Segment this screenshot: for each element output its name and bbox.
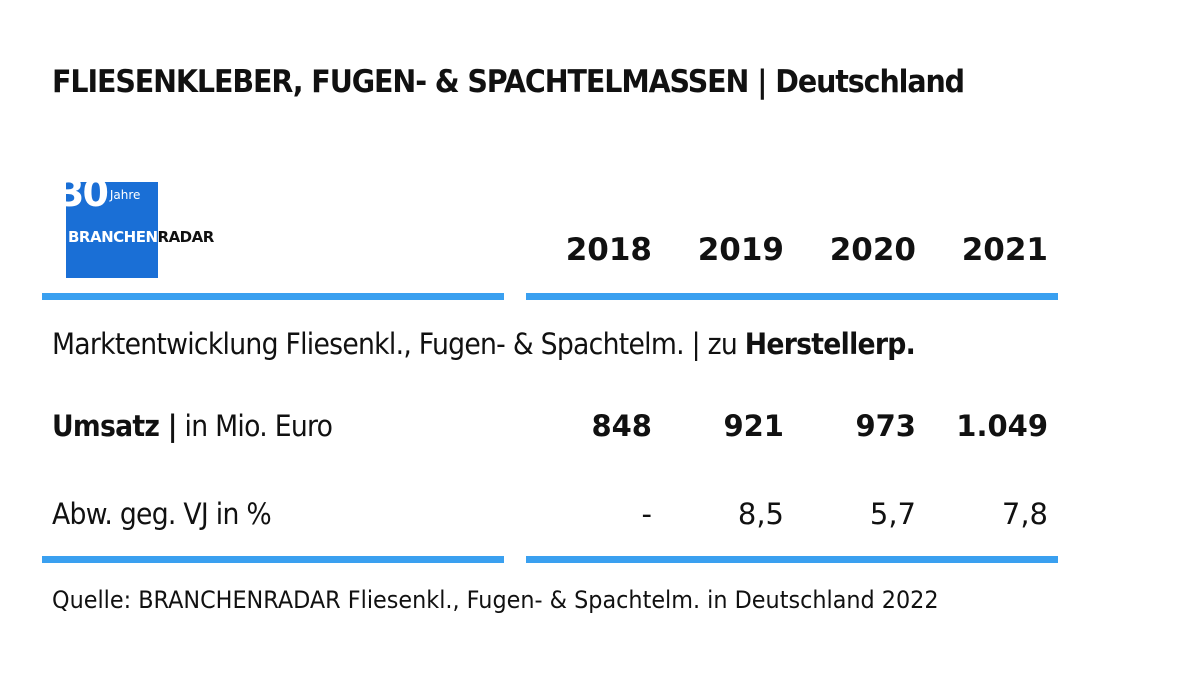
cell-value: 973	[855, 409, 916, 443]
year-header: 2020	[829, 232, 916, 268]
row-label-text: in Mio. Euro	[176, 409, 333, 443]
divider	[526, 293, 1058, 300]
divider	[42, 556, 504, 563]
logo-square	[66, 182, 158, 278]
subtitle: Marktentwicklung Fliesenkl., Fugen- & Sp…	[52, 327, 916, 361]
logo-top: 30 Jahre	[58, 174, 140, 212]
year-header: 2021	[961, 232, 1048, 268]
row-label: Abw. geg. VJ in %	[52, 497, 272, 531]
logo-brand-b: RADAR	[157, 228, 215, 246]
divider	[526, 556, 1058, 563]
cell-value: 848	[591, 409, 652, 443]
source-note: Quelle: BRANCHENRADAR Fliesenkl., Fugen-…	[52, 586, 939, 614]
row-label-bold: Umsatz |	[52, 409, 178, 443]
year-header: 2018	[565, 232, 652, 268]
cell-value: 5,7	[869, 497, 916, 531]
row-label: Umsatz | in Mio. Euro	[52, 409, 333, 443]
logo-brand-a: BRANCHEN	[68, 228, 158, 246]
logo-number: 30	[58, 171, 109, 215]
subtitle-text: Marktentwicklung Fliesenkl., Fugen- & Sp…	[52, 327, 745, 361]
cell-value: 1.049	[956, 409, 1048, 443]
cell-value: -	[641, 497, 652, 531]
page-title: FLIESENKLEBER, FUGEN- & SPACHTELMASSEN |…	[52, 64, 965, 100]
logo-jahre: Jahre	[109, 188, 141, 202]
year-header: 2019	[697, 232, 784, 268]
subtitle-bold: Herstellerp.	[744, 327, 916, 361]
logo-wordmark: BRANCHEN RADAR	[68, 228, 214, 246]
cell-value: 8,5	[737, 497, 784, 531]
divider	[42, 293, 504, 300]
cell-value: 7,8	[1001, 497, 1048, 531]
cell-value: 921	[723, 409, 784, 443]
